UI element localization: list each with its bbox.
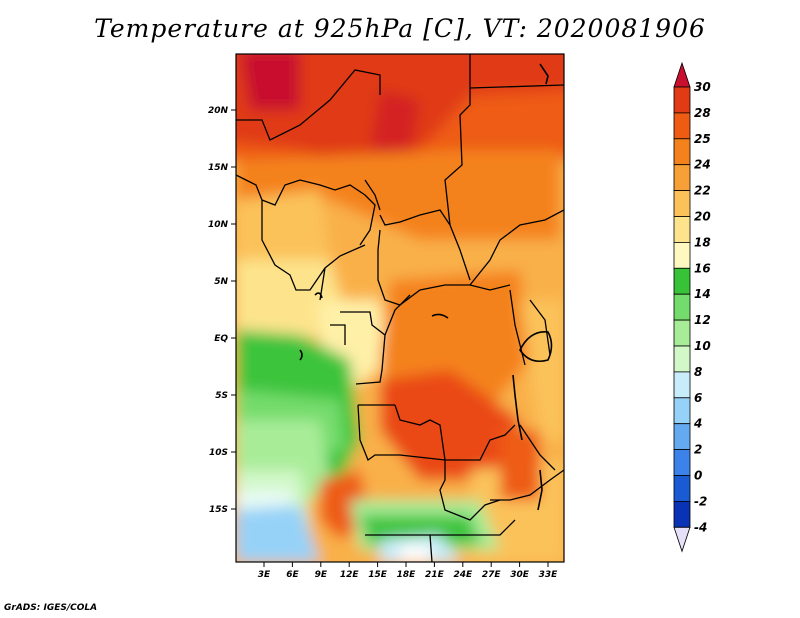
chart-title: Temperature at 925hPa [C], VT: 202008190… xyxy=(94,14,706,43)
latitude-axis: 20N 15N 10N 5N EQ 5S 10S 15S xyxy=(208,106,236,515)
colorbar-label: 18 xyxy=(694,235,711,249)
grads-credit: GrADS: IGES/COLA xyxy=(4,603,98,613)
colorbar-label: 28 xyxy=(694,106,711,120)
lon-tick-label: 21E xyxy=(425,570,445,580)
colorbar-swatch xyxy=(673,397,691,425)
colorbar-swatch xyxy=(673,293,691,321)
colorbar-upper-triangle xyxy=(673,61,691,88)
colorbar-swatch xyxy=(673,138,691,166)
lat-tick-label: 15S xyxy=(209,505,228,515)
colorbar-label: 0 xyxy=(694,469,702,483)
lat-tick-label: 15N xyxy=(208,163,229,173)
lon-tick-label: 6E xyxy=(286,570,299,580)
colorbar-label: 12 xyxy=(694,313,711,327)
colorbar-label: 10 xyxy=(694,339,711,353)
lon-tick-label: 33E xyxy=(539,570,559,580)
colorbar-swatch xyxy=(673,371,691,399)
colorbar-label: 22 xyxy=(694,184,711,198)
colorbar-swatch xyxy=(673,319,691,347)
colorbar-lower-triangle xyxy=(673,526,691,553)
colorbar-swatch xyxy=(673,86,691,114)
colorbar-label: 30 xyxy=(694,80,711,94)
colorbar-swatch xyxy=(673,216,691,243)
lon-tick-label: 12E xyxy=(340,570,360,580)
colorbar-label: 24 xyxy=(694,158,711,172)
colorbar-swatch xyxy=(673,345,691,373)
lon-tick-label: 15E xyxy=(368,570,388,580)
colorbar-label: 4 xyxy=(693,417,702,431)
lat-tick-label: EQ xyxy=(214,334,228,344)
colorbar-label: 14 xyxy=(694,287,711,301)
colorbar-swatch xyxy=(673,475,691,502)
colorbar-swatch xyxy=(673,500,691,528)
colorbar-swatch xyxy=(673,241,691,269)
lon-tick-label: 24E xyxy=(453,570,473,580)
colorbar-label: 2 xyxy=(694,443,702,457)
map-frame xyxy=(235,53,565,563)
colorbar-label: 6 xyxy=(694,391,702,405)
colorbar-label: 20 xyxy=(694,210,711,224)
colorbar-swatch xyxy=(673,164,691,191)
lon-tick-label: 18E xyxy=(397,570,417,580)
colorbar-swatch xyxy=(673,112,691,140)
lat-tick-label: 10S xyxy=(209,448,228,458)
colorbar-label: -2 xyxy=(694,494,707,508)
colorbar-label: -4 xyxy=(694,520,707,534)
lon-tick-label: 9E xyxy=(315,570,328,580)
lat-tick-label: 5N xyxy=(214,277,228,287)
lat-tick-label: 20N xyxy=(208,106,229,116)
lat-tick-label: 5S xyxy=(215,391,228,401)
lon-tick-label: 30E xyxy=(510,570,530,580)
lake-outlines xyxy=(299,63,553,511)
colorbar-swatch xyxy=(673,190,691,217)
colorbar-label: 8 xyxy=(694,365,702,379)
country-borders xyxy=(236,54,564,562)
lon-tick-label: 3E xyxy=(258,570,271,580)
longitude-axis: 3E 6E 9E 12E 15E 18E 21E 24E 27E 30E 33E xyxy=(258,562,558,580)
colorbar-swatch xyxy=(673,449,691,476)
colorbar-swatch xyxy=(673,267,691,295)
map-field xyxy=(236,54,564,562)
colorbar-label: 16 xyxy=(694,261,711,275)
lon-tick-label: 27E xyxy=(482,570,502,580)
lat-tick-label: 10N xyxy=(208,220,229,230)
colorbar-swatch xyxy=(673,423,691,451)
colorbar-label: 25 xyxy=(694,132,711,146)
